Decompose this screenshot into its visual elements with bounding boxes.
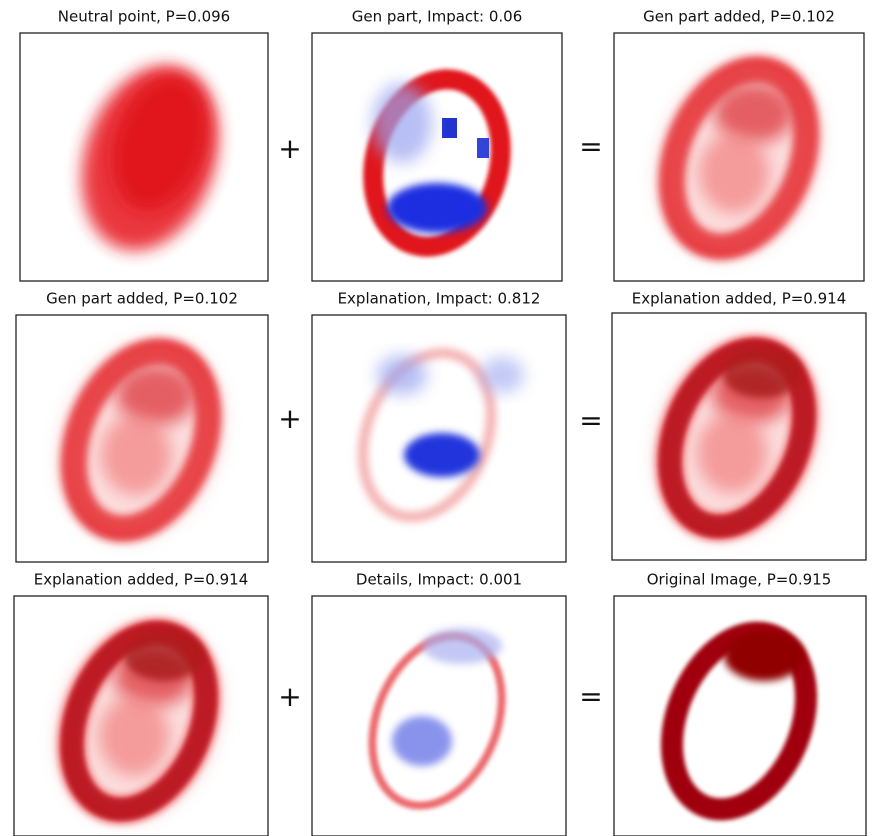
heatmap: [312, 33, 562, 281]
panel-title: Explanation, Impact: 0.812: [338, 290, 541, 308]
panel-title: Gen part, Impact: 0.06: [352, 8, 523, 26]
plus-sign: +: [278, 680, 301, 713]
panel-title: Explanation added, P=0.914: [632, 290, 847, 308]
panel-title: Gen part added, P=0.102: [46, 290, 238, 308]
equals-sign: =: [579, 404, 602, 437]
plus-sign: +: [278, 132, 301, 165]
heatmap: [612, 311, 866, 566]
panel-title: Details, Impact: 0.001: [356, 571, 522, 589]
heatmap: [20, 33, 268, 281]
heatmap: [614, 596, 866, 836]
figure: Neutral point, P=0.096 Gen part, Impact:…: [0, 0, 878, 836]
panel-title: Explanation added, P=0.914: [34, 571, 249, 589]
heatmap: [16, 313, 268, 568]
page: Neutral point, P=0.096 Gen part, Impact:…: [0, 0, 878, 836]
plus-sign: +: [278, 402, 301, 435]
equals-sign: =: [579, 680, 602, 713]
heatmap: [312, 596, 566, 836]
heatmap: [312, 315, 566, 562]
panel-title: Neutral point, P=0.096: [58, 8, 230, 26]
heatmap: [614, 31, 864, 286]
panel-title: Original Image, P=0.915: [647, 571, 832, 589]
equals-sign: =: [579, 130, 602, 163]
heatmap: [14, 594, 268, 836]
panel-title: Gen part added, P=0.102: [643, 8, 835, 26]
